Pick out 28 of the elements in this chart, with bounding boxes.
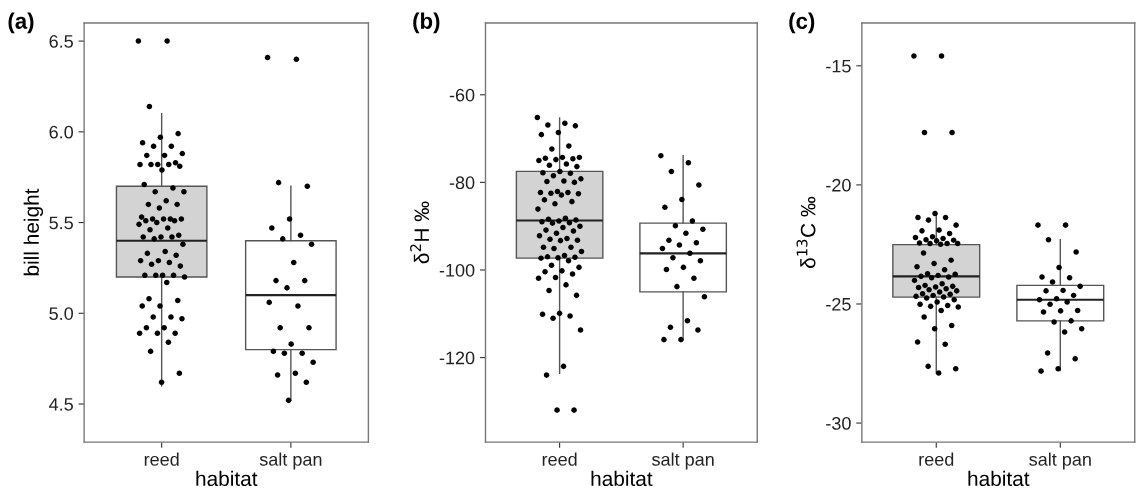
y-tick-label: 6.0 bbox=[49, 125, 74, 139]
y-tick-label: -80 bbox=[449, 176, 475, 190]
x-axis-title: habitat bbox=[591, 470, 653, 487]
x-tick-label: salt pan bbox=[652, 452, 714, 470]
x-axis-title: habitat bbox=[968, 470, 1030, 487]
x-tick-label: reed bbox=[542, 452, 577, 466]
y-tick-label: 6.5 bbox=[49, 35, 73, 48]
chart-title: (c) bbox=[789, 12, 815, 34]
y-axis-title: δ$^{2}$H ‰ bbox=[410, 201, 430, 264]
x-tick-label: salt pan bbox=[259, 452, 322, 470]
chart-title: (a) bbox=[8, 12, 34, 34]
y-tick-label: -30 bbox=[826, 417, 851, 430]
y-axis-title: δ$^{13}$C ‰ bbox=[796, 196, 816, 269]
x-tick-label: reed bbox=[144, 452, 179, 466]
y-tick-label: -60 bbox=[449, 88, 475, 102]
y-tick-label: 5.0 bbox=[49, 307, 74, 321]
y-tick-label: -20 bbox=[826, 178, 851, 192]
y-tick-label: -120 bbox=[439, 351, 475, 365]
y-tick-label: 5.5 bbox=[49, 216, 73, 230]
y-axis-title: bill height bbox=[23, 188, 44, 276]
y-tick-label: -15 bbox=[826, 59, 851, 73]
y-tick-label: -100 bbox=[439, 263, 475, 277]
chart-title: (b) bbox=[413, 12, 440, 34]
x-axis-title: habitat bbox=[196, 470, 258, 487]
x-tick-label: salt pan bbox=[1029, 452, 1091, 470]
x-tick-label: reed bbox=[919, 452, 954, 466]
y-tick-label: -25 bbox=[826, 297, 851, 311]
y-tick-label: 4.5 bbox=[49, 398, 73, 411]
